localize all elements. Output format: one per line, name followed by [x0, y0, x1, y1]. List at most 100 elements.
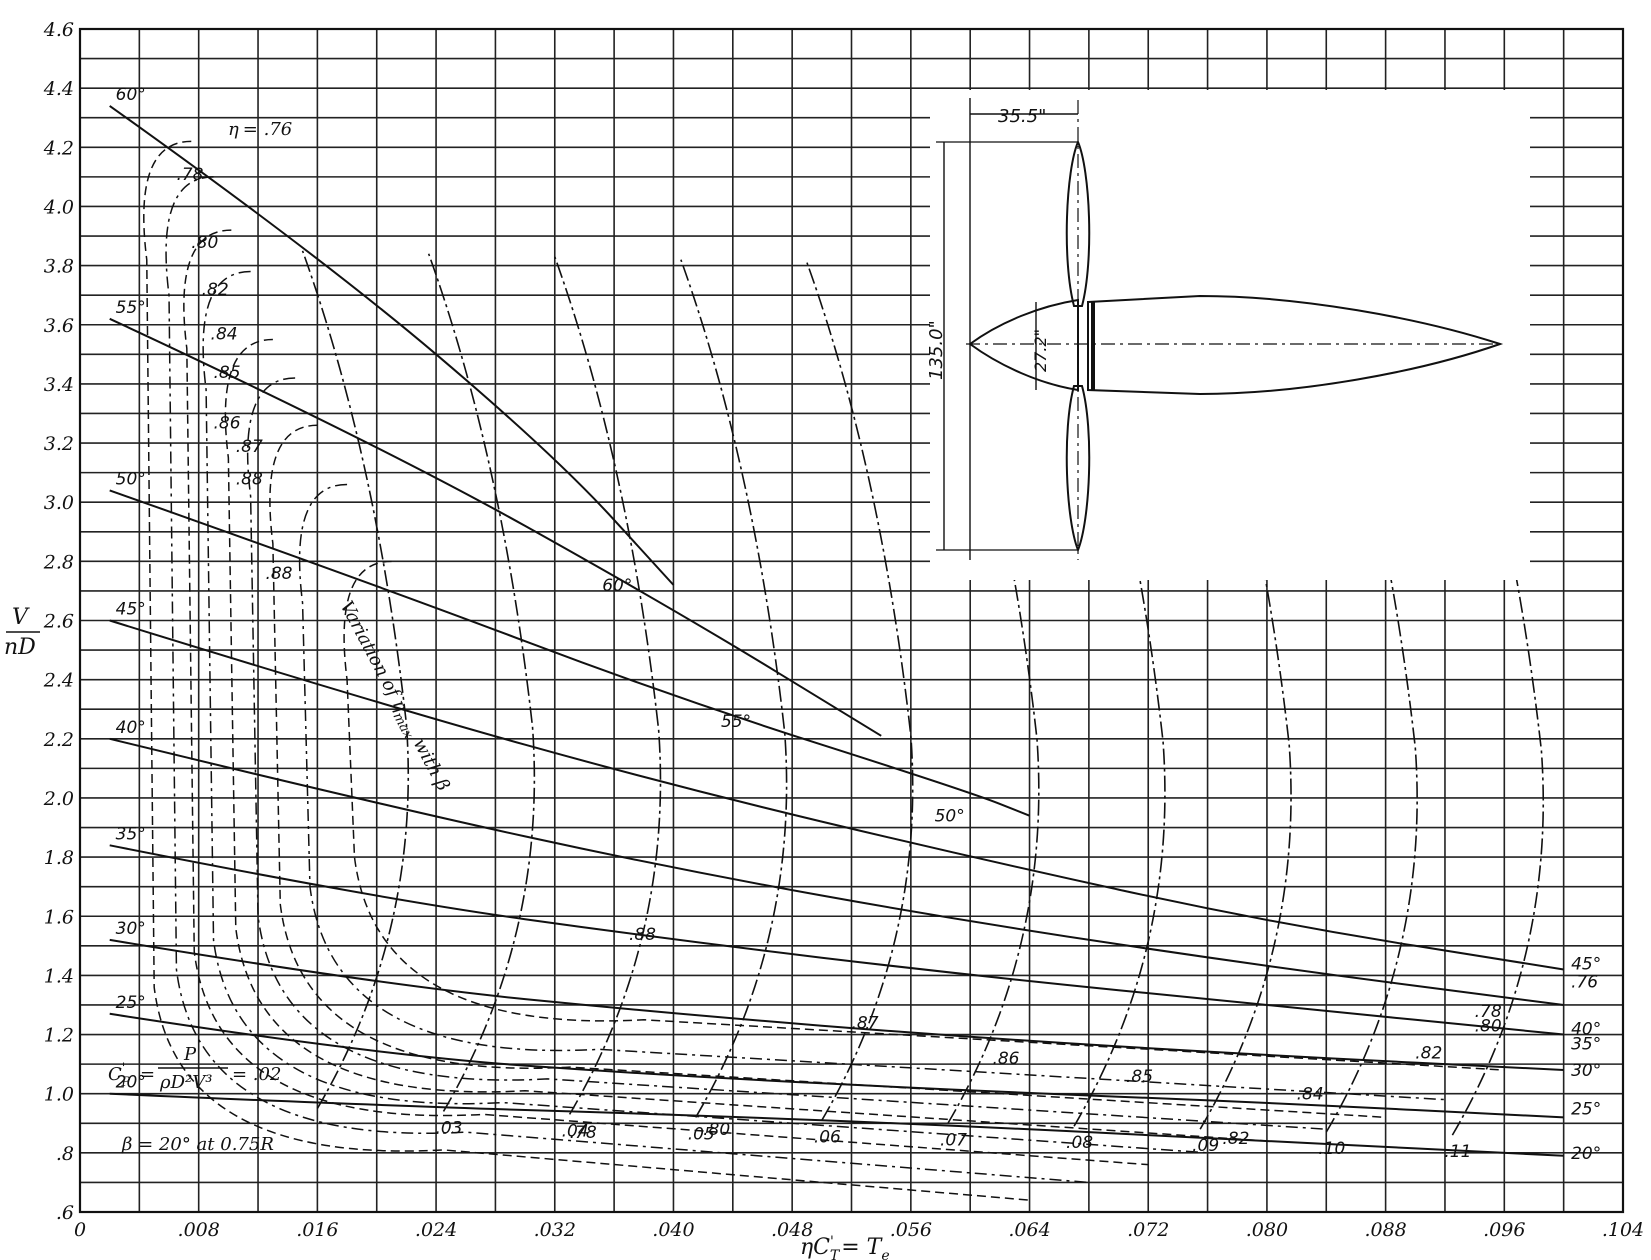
efficiency-label-right: .78 [570, 1123, 597, 1143]
curves [109, 105, 1564, 1201]
y-tick-label: 3.6 [44, 315, 74, 337]
cp-eq-sign: = [140, 1064, 155, 1085]
y-tick-label: 2.2 [43, 729, 74, 751]
y-tick-label: 3.4 [44, 374, 74, 396]
efficiency-contour [224, 338, 1267, 1142]
cp-annotation: C' P = P ρD²V³ = .02 [108, 1044, 281, 1093]
x-tick-label: .088 [1364, 1219, 1406, 1241]
x-tick-label: .040 [652, 1219, 694, 1241]
power-coefficient-label: .06 [814, 1127, 841, 1147]
efficiency-label: .85 [214, 363, 241, 383]
right-edge-label: 40° [1571, 1020, 1601, 1040]
efficiency-label-right: .87 [852, 1014, 879, 1034]
efficiency-contour [165, 176, 1089, 1184]
right-edge-label: .78 [1475, 1002, 1502, 1022]
efficiency-contour [246, 377, 1327, 1130]
right-edge-label: 25° [1571, 1099, 1601, 1119]
right-edge-label: 20° [1571, 1144, 1601, 1164]
power-coefficient-label: .07 [940, 1130, 967, 1150]
y-tick-label: 4.2 [43, 137, 74, 159]
x-tick-label: .048 [771, 1219, 813, 1241]
beta-annotation: β = 20° at 0.75R [121, 1134, 274, 1155]
power-coefficient-label: .09 [1192, 1136, 1219, 1156]
blade-angle-curve [109, 1012, 1564, 1119]
right-edge-label: 30° [1571, 1061, 1601, 1081]
x-tick-label: .016 [296, 1219, 338, 1241]
eta-76-label: η = .76 [228, 119, 292, 140]
efficiency-label: .88 [265, 564, 292, 584]
blade-angle-label: 25° [116, 993, 146, 1013]
y-tick-label: 1.6 [44, 906, 74, 928]
efficiency-label-right: .80 [703, 1120, 730, 1140]
blade-angle-curve [109, 737, 1564, 1006]
right-edge-label: 35° [1571, 1034, 1601, 1054]
blade-angle-curve [109, 105, 675, 586]
y-tick-label: .6 [56, 1202, 74, 1224]
y-tick-label: 2.8 [43, 551, 74, 573]
x-tick-label: .072 [1127, 1219, 1169, 1241]
right-edge-label: .80 [1475, 1017, 1502, 1037]
power-coefficient-label: .11 [1444, 1142, 1471, 1162]
blade-angle-label: 55° [116, 298, 146, 318]
efficiency-label-right: .88 [629, 925, 656, 945]
efficiency-label: .82 [202, 280, 229, 300]
inset-dim-body: 27.2" [1031, 329, 1050, 372]
grid [79, 28, 1624, 1213]
y-tick-label: 4.4 [43, 78, 74, 100]
x-axis-title: ηC' T= Te [800, 1234, 890, 1260]
propeller-inset: 35.5" 135.0" 27.2" [926, 90, 1530, 580]
x-tick-label: .104 [1602, 1219, 1644, 1241]
efficiency-label: .84 [211, 325, 238, 345]
efficiency-label-right: .86 [992, 1049, 1019, 1069]
efficiency-label: .88 [236, 469, 263, 489]
blade-angle-label: 45° [116, 600, 146, 620]
blade-angle-label: 35° [116, 824, 146, 844]
blade-angle-label: 40° [116, 718, 146, 738]
power-coefficient-label: .04 [562, 1121, 589, 1141]
y-tick-label: .8 [56, 1143, 74, 1165]
y-tick-label: 4.0 [43, 196, 74, 218]
blade-angle-curve [109, 317, 882, 737]
efficiency-contour [343, 560, 1505, 1071]
right-edge-label: 45° [1571, 955, 1601, 975]
efficiency-label-right: .85 [1126, 1067, 1153, 1087]
x-tick-label: .032 [534, 1219, 576, 1241]
efficiency-label-right: .82 [1222, 1129, 1249, 1149]
right-edge-label: .76 [1571, 972, 1598, 992]
inset-dim-span: 135.0" [926, 320, 947, 380]
efficiency-label: .80 [191, 233, 218, 253]
power-coefficient-label: .08 [1066, 1133, 1093, 1153]
upper-angle-label: 50° [935, 807, 965, 827]
blade-angle-label: 20° [116, 1073, 146, 1093]
efficiency-label: .87 [236, 437, 263, 457]
y-tick-label: 3.2 [44, 433, 74, 455]
tick-labels: 0 .008 .016 .024 .032 .040 .048 .056 .064 .072 .08… [43, 19, 1644, 1241]
plot-frame [78, 27, 1625, 1214]
inset-dim-hub: 35.5" [998, 106, 1046, 127]
blade-angle-curve [109, 1092, 1564, 1157]
x-tick-label: .056 [890, 1219, 932, 1241]
y-axis-title-denominator: nD [4, 635, 36, 660]
y-tick-label: 1.0 [44, 1084, 74, 1106]
right-edge-label: .82 [1415, 1043, 1442, 1063]
x-tick-label: 0 [74, 1219, 86, 1241]
x-tick-label: .080 [1246, 1219, 1288, 1241]
blade-angle-label: 30° [116, 919, 146, 939]
efficiency-contour [183, 229, 1149, 1166]
y-tick-label: 3.8 [44, 256, 74, 278]
y-tick-label: 2.6 [43, 611, 74, 633]
efficiency-contour [269, 424, 1386, 1119]
x-axis-title-text: ηC' T= Te [800, 1234, 890, 1260]
power-coefficient-curve [680, 259, 788, 1118]
y-axis-title: V nD [4, 605, 40, 660]
blade-angle-label: 60° [116, 85, 146, 105]
power-coefficient-label: .10 [1318, 1139, 1345, 1159]
blade-angle-curve [109, 619, 1564, 971]
cp-numerator: P [183, 1044, 197, 1065]
power-coefficient-curve [427, 253, 536, 1112]
y-tick-label: 1.8 [44, 847, 74, 869]
x-tick-label: .008 [178, 1219, 220, 1241]
x-tick-label: .024 [415, 1219, 457, 1241]
efficiency-contour [298, 483, 1446, 1101]
